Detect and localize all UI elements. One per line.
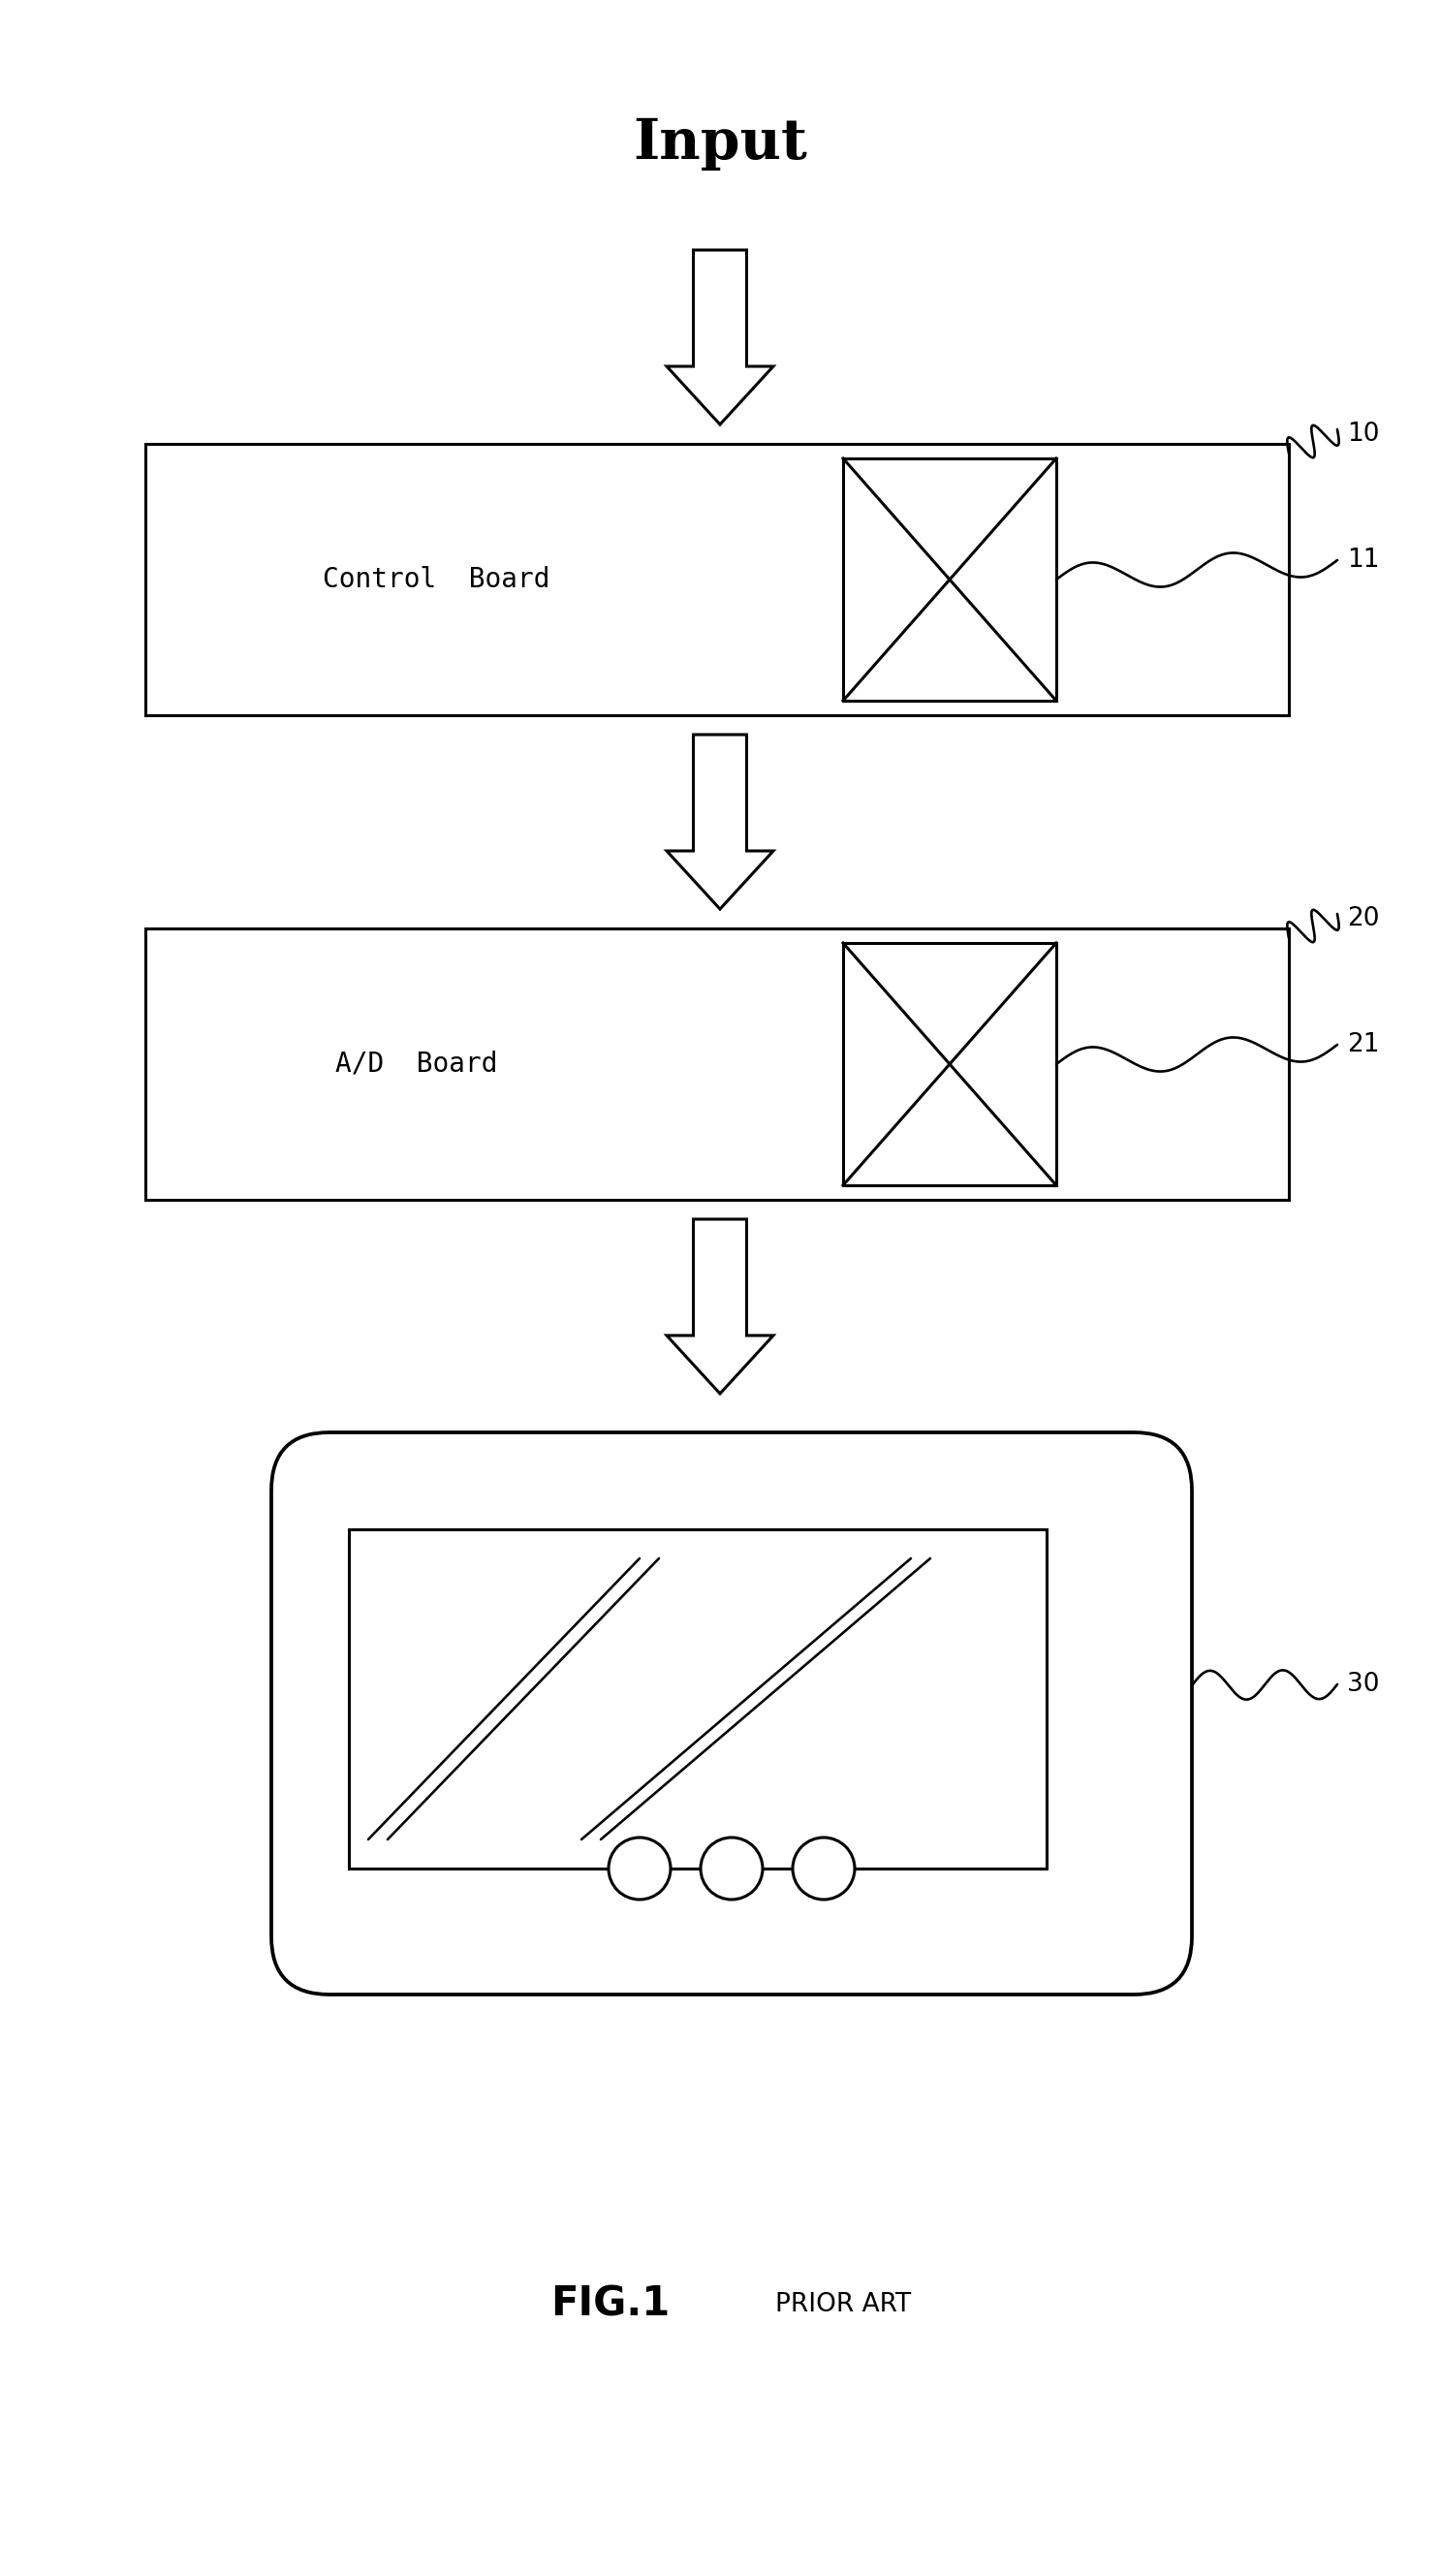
Text: Control  Board: Control Board <box>323 567 550 592</box>
Circle shape <box>609 1837 671 1899</box>
Text: 10: 10 <box>1346 422 1380 446</box>
Text: 30: 30 <box>1346 1672 1380 1698</box>
Circle shape <box>792 1837 855 1899</box>
Text: Input: Input <box>632 116 808 170</box>
Text: 11: 11 <box>1346 549 1380 572</box>
Circle shape <box>701 1837 763 1899</box>
Bar <box>145 443 1289 716</box>
Text: 20: 20 <box>1346 907 1380 933</box>
Text: FIG.1: FIG.1 <box>550 2285 670 2326</box>
Bar <box>145 927 1289 1200</box>
Bar <box>842 943 1057 1185</box>
Bar <box>348 1530 1047 1868</box>
Polygon shape <box>667 734 773 909</box>
Polygon shape <box>667 250 773 425</box>
Text: 21: 21 <box>1346 1033 1380 1056</box>
FancyBboxPatch shape <box>271 1432 1192 1994</box>
Text: A/D  Board: A/D Board <box>336 1051 498 1077</box>
Text: PRIOR ART: PRIOR ART <box>775 2293 912 2318</box>
Bar <box>842 459 1057 701</box>
Polygon shape <box>667 1218 773 1394</box>
